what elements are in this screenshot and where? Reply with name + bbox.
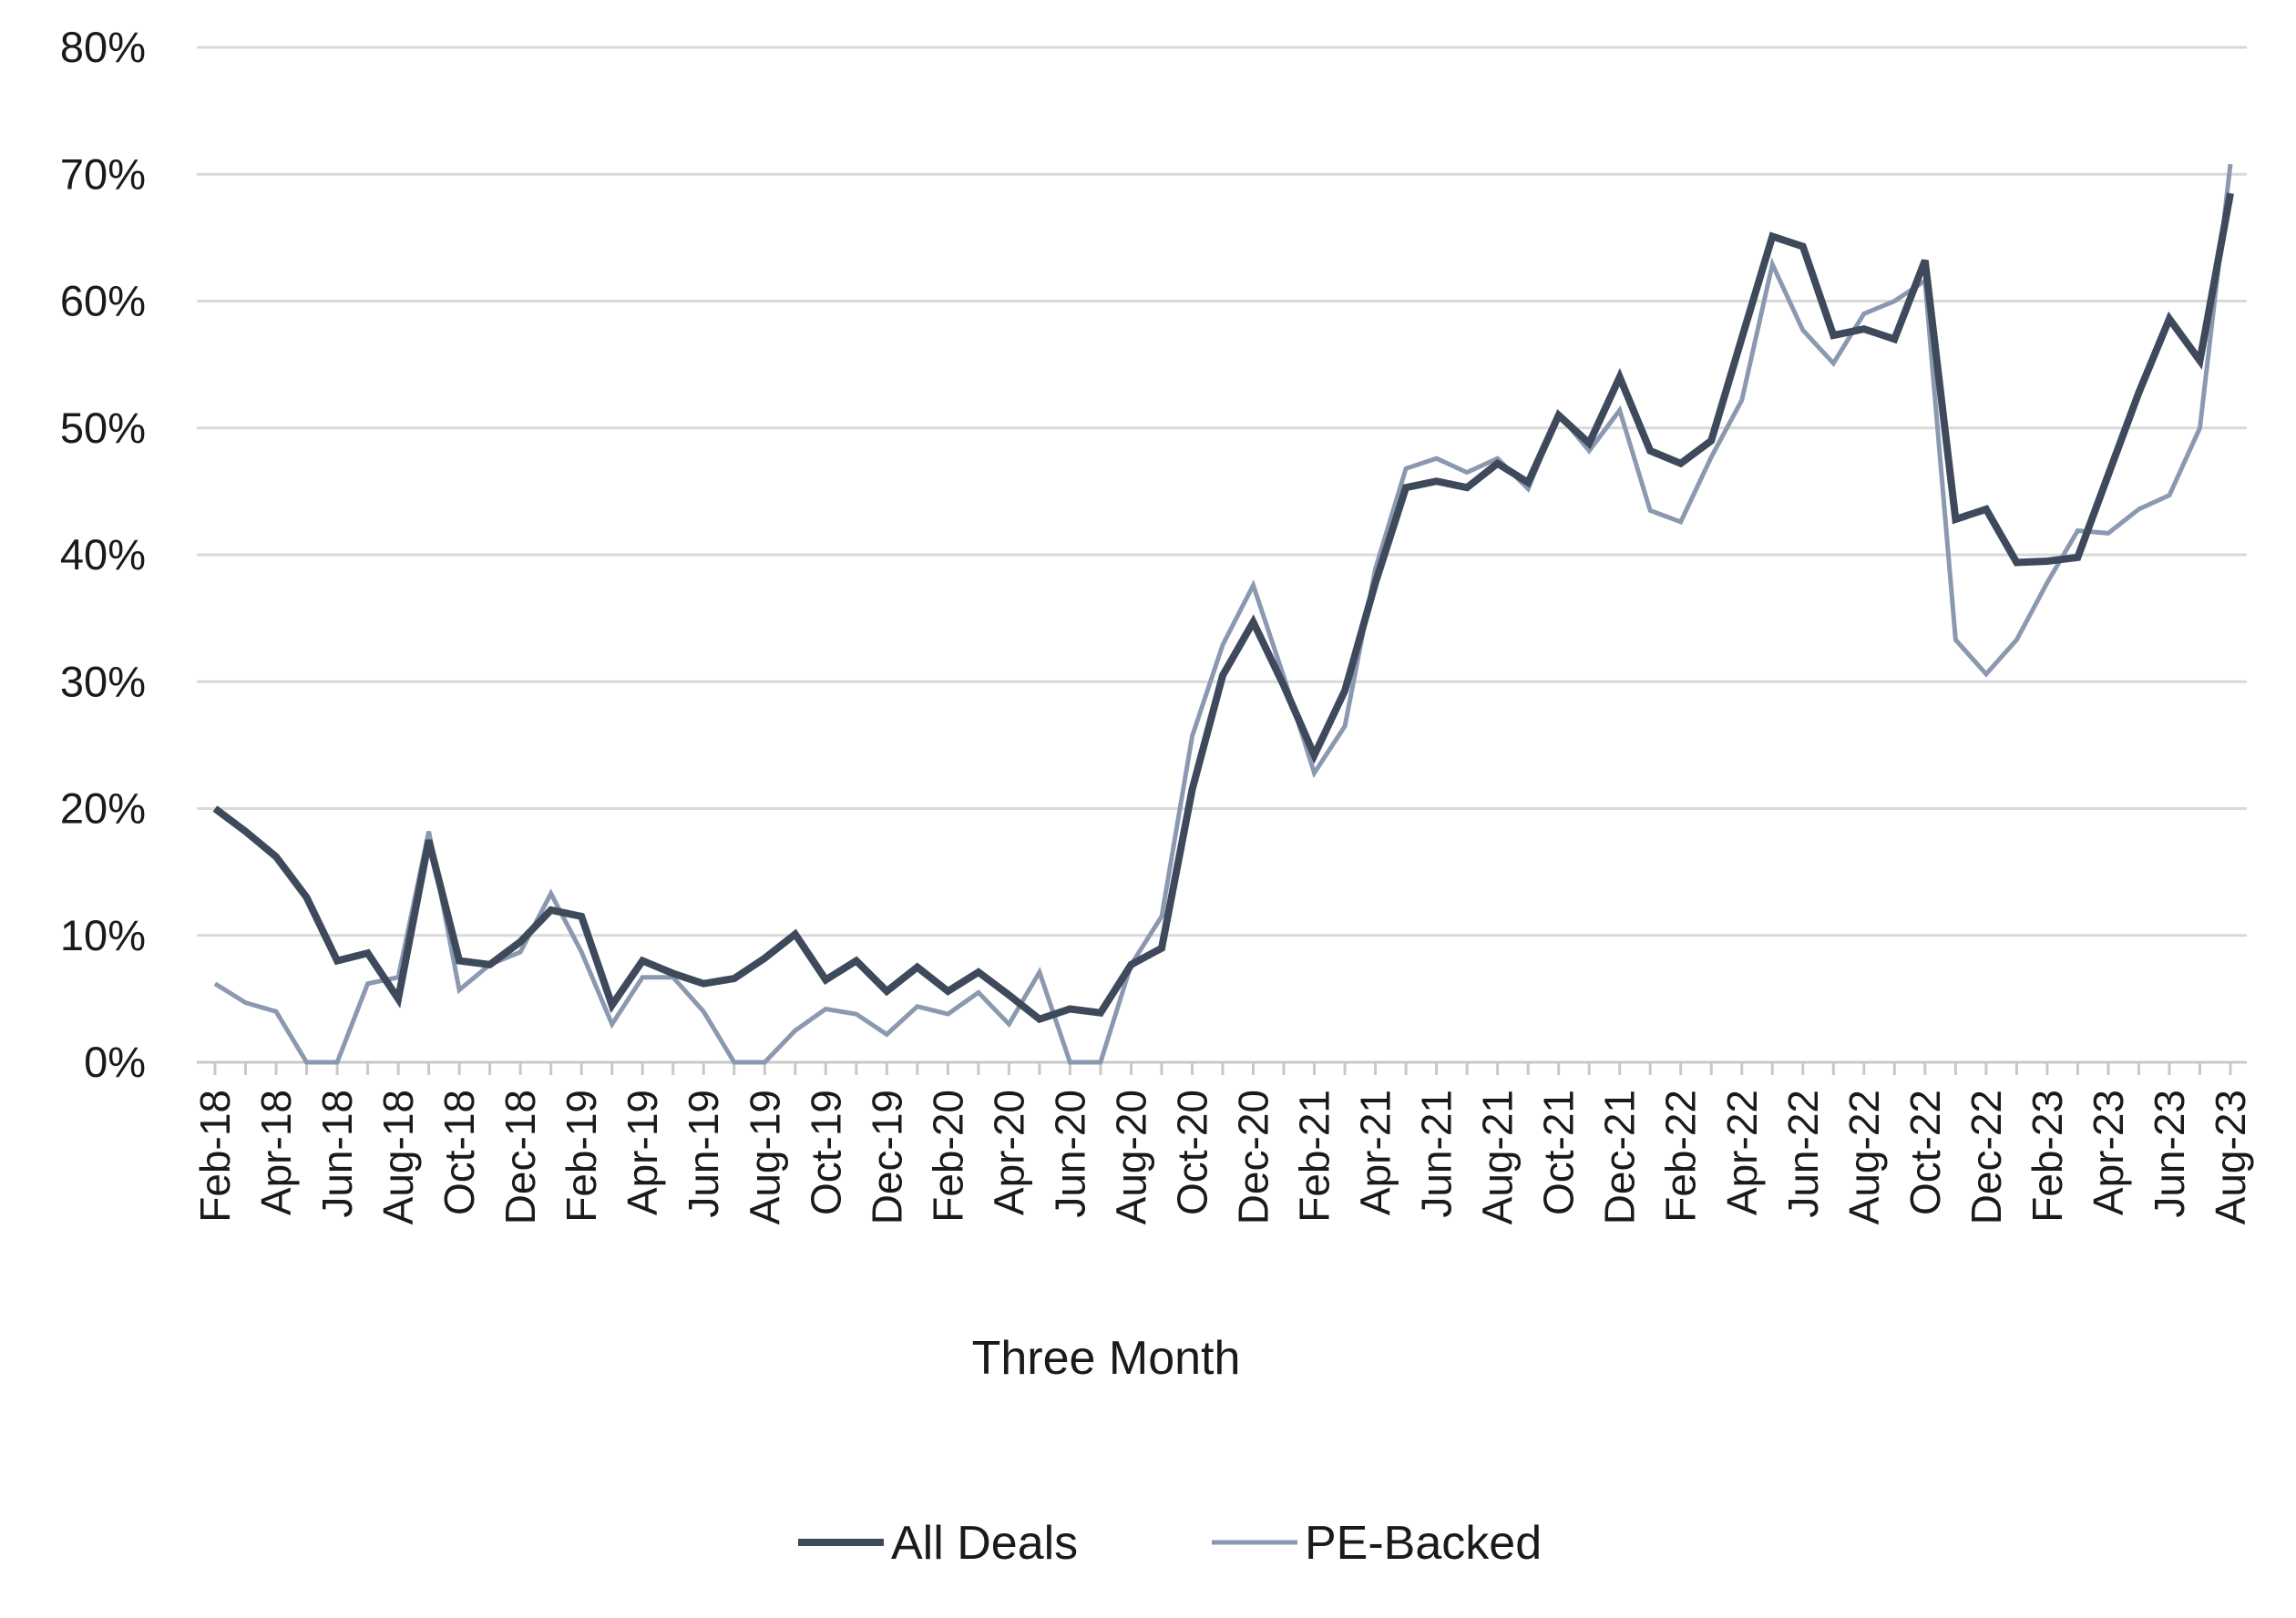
x-tick-label: Jun-22 — [1779, 1090, 1827, 1218]
x-tick-label: Dec-22 — [1963, 1090, 2010, 1224]
y-tick-label: 70% — [60, 149, 146, 198]
gridlines — [197, 46, 2247, 937]
x-tick-label: Apr-18 — [252, 1090, 300, 1215]
x-tick-label: Jun-23 — [2146, 1090, 2193, 1218]
y-tick-label: 30% — [60, 657, 146, 705]
x-tick-label: Aug-23 — [2207, 1090, 2254, 1224]
y-tick-label: 20% — [60, 784, 146, 833]
x-axis: Feb-18 Apr-18 Jun-18 Aug-18 Oct-18 Dec-18 Feb-… — [191, 1060, 2254, 1224]
legend-label: All Deals — [891, 1517, 1078, 1570]
series-line-pe-backed — [213, 163, 2233, 1065]
x-tick-label: Feb-19 — [558, 1090, 605, 1223]
legend-item: All Deals — [798, 1517, 1078, 1570]
series-line-all-deals — [212, 192, 2234, 1024]
x-tick-label: Dec-19 — [863, 1090, 910, 1224]
y-tick-label: 50% — [60, 404, 146, 452]
x-tick-label: Feb-20 — [924, 1090, 971, 1223]
x-tick-label: Aug-22 — [1840, 1090, 1888, 1224]
y-tick-label: 80% — [60, 23, 146, 71]
y-tick-label: 0% — [84, 1038, 146, 1086]
y-tick-label: 40% — [60, 530, 146, 579]
x-tick-label: Oct-19 — [802, 1090, 849, 1215]
legend-item: PE-Backed — [1212, 1517, 1542, 1570]
x-tick-label: Oct-21 — [1535, 1090, 1583, 1215]
x-tick-label: Aug-18 — [374, 1090, 422, 1224]
x-tick-label: Apr-21 — [1352, 1090, 1399, 1215]
legend: All Deals PE-Backed — [798, 1517, 1542, 1570]
x-tick-label: Dec-21 — [1596, 1090, 1644, 1224]
x-tick-label: Jun-18 — [313, 1090, 361, 1218]
series-lines — [212, 163, 2234, 1065]
x-tick-label: Jun-20 — [1046, 1090, 1093, 1218]
x-axis-title: Three Month — [972, 1332, 1241, 1385]
x-tick-label: Apr-19 — [619, 1090, 666, 1215]
legend-label: PE-Backed — [1305, 1517, 1542, 1570]
x-tick-label: Aug-21 — [1474, 1090, 1522, 1224]
x-tick-label: Apr-20 — [985, 1090, 1032, 1215]
x-tick-label: Feb-22 — [1657, 1090, 1705, 1223]
x-tick-label: Dec-20 — [1230, 1090, 1277, 1224]
x-tick-label: Oct-20 — [1168, 1090, 1215, 1215]
x-tick-label: Oct-22 — [1901, 1090, 1949, 1215]
x-tick-label: Feb-21 — [1291, 1090, 1338, 1223]
y-axis: 0% 10% 20% 30% 40% 50% 60% 70% 80% — [60, 23, 146, 1086]
x-tick-label: Jun-21 — [1413, 1090, 1461, 1218]
y-tick-label: 60% — [60, 277, 146, 325]
x-tick-label: Apr-23 — [2085, 1090, 2132, 1215]
x-tick-label: Dec-18 — [497, 1090, 544, 1224]
y-tick-label: 10% — [60, 911, 146, 959]
x-tick-label: Aug-19 — [741, 1090, 788, 1224]
x-tick-label: Apr-22 — [1718, 1090, 1766, 1215]
x-tick-label: Aug-20 — [1107, 1090, 1154, 1224]
x-tick-label: Jun-19 — [680, 1090, 727, 1218]
x-tick-label: Feb-18 — [191, 1090, 239, 1223]
x-tick-label: Oct-18 — [436, 1090, 483, 1215]
x-tick-label: Feb-23 — [2024, 1090, 2071, 1223]
